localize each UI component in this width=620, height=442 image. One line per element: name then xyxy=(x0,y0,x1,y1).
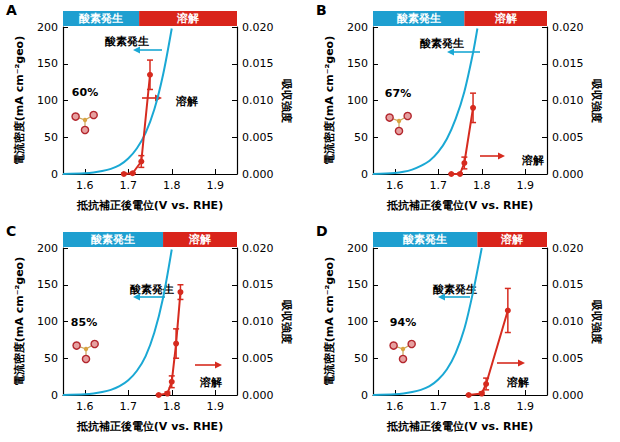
svg-text:1.8: 1.8 xyxy=(163,179,181,192)
svg-text:0.010: 0.010 xyxy=(242,315,274,328)
svg-text:0.005: 0.005 xyxy=(242,352,274,365)
svg-text:溶解: 溶解 xyxy=(506,376,529,389)
svg-text:溶解: 溶解 xyxy=(188,233,211,246)
svg-text:200: 200 xyxy=(347,21,368,34)
svg-text:1.8: 1.8 xyxy=(473,179,491,192)
svg-text:100: 100 xyxy=(37,94,58,107)
svg-text:1.6: 1.6 xyxy=(76,179,94,192)
svg-text:150: 150 xyxy=(37,278,58,291)
svg-text:1.7: 1.7 xyxy=(120,179,138,192)
svg-text:1.7: 1.7 xyxy=(120,400,138,413)
svg-text:0.020: 0.020 xyxy=(242,242,274,255)
svg-text:60%: 60% xyxy=(72,86,98,99)
svg-text:50: 50 xyxy=(44,131,58,144)
svg-text:0.010: 0.010 xyxy=(552,94,584,107)
svg-text:0.005: 0.005 xyxy=(552,131,584,144)
svg-text:1.9: 1.9 xyxy=(207,400,225,413)
svg-text:200: 200 xyxy=(37,21,58,34)
svg-text:D: D xyxy=(316,223,328,239)
svg-text:150: 150 xyxy=(37,57,58,70)
svg-text:1.6: 1.6 xyxy=(386,400,404,413)
svg-text:溶解: 溶解 xyxy=(175,95,198,108)
svg-text:吸収強度: 吸収強度 xyxy=(280,79,293,123)
svg-text:100: 100 xyxy=(347,94,368,107)
svg-text:抵抗補正後電位(V vs. RHE): 抵抗補正後電位(V vs. RHE) xyxy=(76,199,223,212)
svg-text:0: 0 xyxy=(361,168,368,181)
svg-text:0.020: 0.020 xyxy=(552,21,584,34)
svg-text:酸素発生: 酸素発生 xyxy=(79,12,123,25)
svg-text:1.6: 1.6 xyxy=(386,179,404,192)
svg-text:A: A xyxy=(6,2,17,18)
svg-text:94%: 94% xyxy=(390,316,416,329)
svg-text:1.7: 1.7 xyxy=(430,179,448,192)
svg-text:50: 50 xyxy=(354,352,368,365)
svg-text:100: 100 xyxy=(347,315,368,328)
svg-text:100: 100 xyxy=(37,315,58,328)
svg-text:電流密度(mA cm⁻²geo): 電流密度(mA cm⁻²geo) xyxy=(13,36,26,165)
svg-text:吸収強度: 吸収強度 xyxy=(590,300,603,344)
svg-text:1.7: 1.7 xyxy=(430,400,448,413)
svg-text:溶解: 溶解 xyxy=(500,233,523,246)
svg-text:溶解: 溶解 xyxy=(521,154,544,167)
svg-text:電流密度(mA cm⁻²geo): 電流密度(mA cm⁻²geo) xyxy=(323,257,336,386)
svg-text:1.9: 1.9 xyxy=(517,179,535,192)
svg-text:溶解: 溶解 xyxy=(494,12,517,25)
svg-text:0.005: 0.005 xyxy=(242,131,274,144)
svg-text:0.000: 0.000 xyxy=(242,389,274,402)
svg-text:酸素発生: 酸素発生 xyxy=(433,283,477,296)
svg-text:0.020: 0.020 xyxy=(242,21,274,34)
svg-text:0.020: 0.020 xyxy=(552,242,584,255)
svg-text:200: 200 xyxy=(37,242,58,255)
svg-text:抵抗補正後電位(V vs. RHE): 抵抗補正後電位(V vs. RHE) xyxy=(386,420,533,433)
svg-text:0.015: 0.015 xyxy=(552,57,584,70)
svg-text:酸素発生: 酸素発生 xyxy=(397,12,441,25)
svg-text:0.000: 0.000 xyxy=(242,168,274,181)
svg-text:0.000: 0.000 xyxy=(552,389,584,402)
svg-text:0: 0 xyxy=(51,389,58,402)
svg-text:吸収強度: 吸収強度 xyxy=(590,79,603,123)
svg-text:50: 50 xyxy=(44,352,58,365)
svg-text:1.6: 1.6 xyxy=(76,400,94,413)
svg-text:酸素発生: 酸素発生 xyxy=(420,37,464,50)
svg-text:1.9: 1.9 xyxy=(207,179,225,192)
svg-text:酸素発生: 酸素発生 xyxy=(105,35,149,48)
svg-text:0.010: 0.010 xyxy=(552,315,584,328)
svg-text:溶解: 溶解 xyxy=(199,376,222,389)
svg-text:0.015: 0.015 xyxy=(242,278,274,291)
svg-text:0.015: 0.015 xyxy=(242,57,274,70)
svg-text:酸素発生: 酸素発生 xyxy=(403,233,447,246)
svg-text:0.015: 0.015 xyxy=(552,278,584,291)
svg-text:0.010: 0.010 xyxy=(242,94,274,107)
svg-text:0.005: 0.005 xyxy=(552,352,584,365)
svg-text:200: 200 xyxy=(347,242,368,255)
svg-text:酸素発生: 酸素発生 xyxy=(91,233,135,246)
svg-text:0: 0 xyxy=(361,389,368,402)
svg-text:150: 150 xyxy=(347,57,368,70)
svg-text:抵抗補正後電位(V vs. RHE): 抵抗補正後電位(V vs. RHE) xyxy=(386,199,533,212)
svg-text:電流密度(mA cm⁻²geo): 電流密度(mA cm⁻²geo) xyxy=(323,36,336,165)
svg-text:150: 150 xyxy=(347,278,368,291)
svg-text:吸収強度: 吸収強度 xyxy=(280,300,293,344)
svg-text:67%: 67% xyxy=(385,87,411,100)
svg-text:C: C xyxy=(6,223,16,239)
svg-text:電流密度(mA cm⁻²geo): 電流密度(mA cm⁻²geo) xyxy=(13,257,26,386)
svg-text:85%: 85% xyxy=(71,316,97,329)
svg-text:酸素発生: 酸素発生 xyxy=(130,283,174,296)
svg-text:0.000: 0.000 xyxy=(552,168,584,181)
svg-text:溶解: 溶解 xyxy=(176,12,199,25)
svg-text:抵抗補正後電位(V vs. RHE): 抵抗補正後電位(V vs. RHE) xyxy=(76,420,223,433)
svg-text:1.8: 1.8 xyxy=(163,400,181,413)
svg-text:1.9: 1.9 xyxy=(517,400,535,413)
svg-text:50: 50 xyxy=(354,131,368,144)
svg-text:B: B xyxy=(316,2,327,18)
svg-text:1.8: 1.8 xyxy=(473,400,491,413)
svg-text:0: 0 xyxy=(51,168,58,181)
